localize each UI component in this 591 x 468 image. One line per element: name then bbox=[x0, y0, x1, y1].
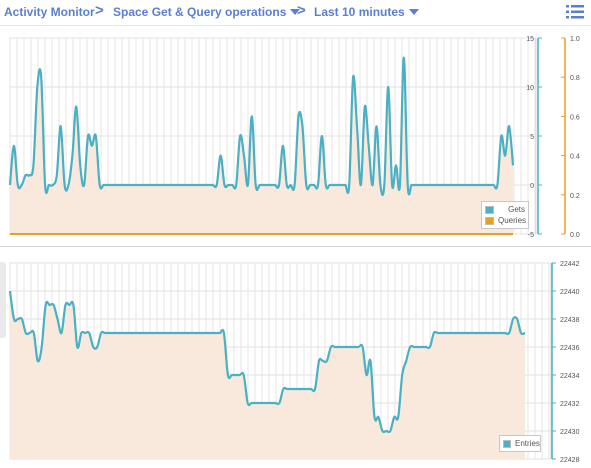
caret-down-icon bbox=[290, 9, 301, 15]
view-dropdown-label: Space Get & Query operations bbox=[113, 5, 287, 19]
entries-line bbox=[8, 290, 526, 434]
legend-item-entries[interactable]: Entries bbox=[503, 438, 540, 449]
gets-axis-label: -5 bbox=[528, 232, 534, 239]
entries-axis-label: 22430 bbox=[560, 429, 580, 436]
entries-axis-label: 22436 bbox=[560, 345, 580, 352]
breadcrumb-separator-1: > bbox=[95, 2, 104, 19]
breadcrumb-separator-2: > bbox=[297, 2, 306, 19]
caret-down-icon bbox=[408, 9, 419, 15]
legend-item-queries[interactable]: Queries bbox=[485, 215, 527, 226]
queries-axis-label: 0.8 bbox=[570, 75, 580, 82]
queries-axis-label: 0.2 bbox=[570, 193, 580, 200]
gets-axis-label: 5 bbox=[530, 134, 534, 141]
entries-axis-label: 22440 bbox=[560, 289, 580, 296]
time-range-dropdown[interactable]: Last 10 minutes bbox=[314, 5, 419, 19]
list-icon[interactable] bbox=[566, 4, 584, 20]
gets-line bbox=[8, 56, 515, 196]
gets-swatch bbox=[485, 205, 494, 214]
queries-axis-label: 1.0 bbox=[570, 36, 580, 43]
gets-axis-label: 15 bbox=[526, 36, 534, 43]
queries-swatch bbox=[485, 216, 494, 225]
entries-axis-label: 22434 bbox=[560, 373, 580, 380]
time-range-label: Last 10 minutes bbox=[314, 5, 405, 19]
entries-axis-label: 22438 bbox=[560, 317, 580, 324]
entries-axis-label: 22428 bbox=[560, 457, 580, 464]
resize-handle[interactable] bbox=[0, 262, 6, 338]
view-dropdown[interactable]: Space Get & Query operations bbox=[113, 5, 301, 19]
entries-axis-label: 22432 bbox=[560, 401, 580, 408]
queries-axis-label: 0.4 bbox=[570, 154, 580, 161]
legend-item-gets[interactable]: Gets bbox=[485, 204, 525, 215]
gets-queries-chart: 15 10 5 0 -5 1.0 0.8 0.6 0.4 0.2 0.0 bbox=[8, 36, 580, 239]
breadcrumb-bar: Activity Monitor > Space Get & Query ope… bbox=[0, 0, 591, 26]
gets-axis-label: 10 bbox=[526, 85, 534, 92]
queries-legend-label: Queries bbox=[498, 216, 527, 225]
chart2-legend: Entries bbox=[499, 435, 541, 452]
gets-legend-label: Gets bbox=[508, 205, 525, 214]
entries-axis-label: 22442 bbox=[560, 261, 580, 268]
queries-axis-label: 0.0 bbox=[570, 232, 580, 239]
panel-divider bbox=[0, 246, 591, 247]
breadcrumb-activity-monitor[interactable]: Activity Monitor bbox=[4, 5, 95, 19]
queries-axis-label: 0.6 bbox=[570, 114, 580, 121]
entries-swatch bbox=[503, 439, 511, 448]
gets-axis-label: 0 bbox=[530, 183, 534, 190]
chart1-legend: Gets Queries bbox=[481, 201, 529, 229]
entries-chart: 22442 22440 22438 22436 22434 22432 22430 22428 bbox=[8, 261, 580, 464]
entries-legend-label: Entries bbox=[515, 439, 540, 448]
